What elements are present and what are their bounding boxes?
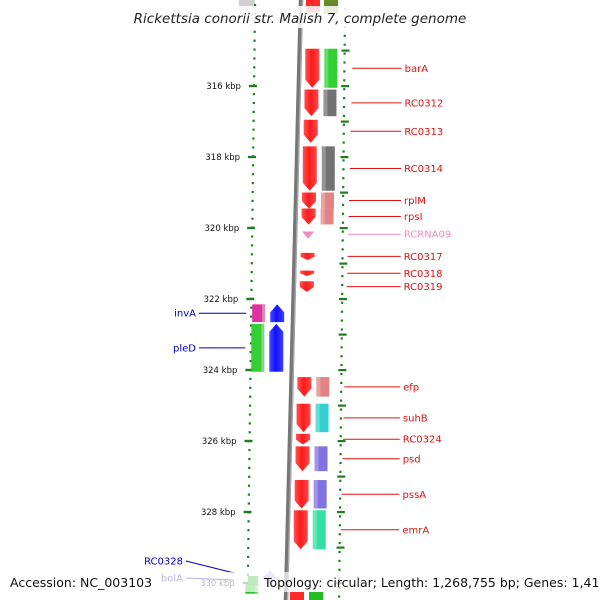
gene-label-rc0314[interactable]: RC0314 [404,164,443,175]
gene-label-pled[interactable]: pleD [173,343,196,354]
gene-label-rpsi[interactable]: rpsI [404,212,423,223]
cog-box [313,480,327,509]
gene-arrow [300,270,315,276]
gene-label-emra[interactable]: emrA [402,525,429,536]
kbp-tick-label: 316 kbp [206,82,241,92]
gene-suhb[interactable] [296,403,329,433]
accession-text: Accession: NC_003103 [10,575,152,590]
genome-backbone [283,0,304,600]
gene-arrow [300,252,315,260]
gene-arrow [269,323,284,372]
gene-arrow [301,208,316,225]
gene-rc0314[interactable] [302,146,335,191]
cog-box [320,192,334,209]
kbp-tick-324: 324 kbp [203,366,254,376]
bottom-edge-features [290,592,323,600]
gene-label-rc0324[interactable]: RC0324 [403,435,442,446]
gene-pled[interactable] [251,323,284,372]
kbp-tick-label: 320 kbp [205,224,240,234]
title-backdrop [128,6,472,28]
gene-arrow [304,89,319,117]
gene-label-pssa[interactable]: pssA [403,490,427,501]
gene-label-rcrna09[interactable]: RCRNA09 [404,230,451,241]
map-title: Rickettsia conorii str. Malish 7, comple… [134,11,467,27]
gene-labels: barA RC0312 RC0313 RC0314 rplM rpsI RCRNA09 RC0… [144,64,451,585]
cog-box [315,403,329,433]
gene-label-rc0318[interactable]: RC0318 [404,269,443,280]
gene-label-inva[interactable]: invA [174,309,196,320]
gene-rc0312[interactable] [304,89,337,117]
cog-box [314,446,328,472]
gene-label-rc0319[interactable]: RC0319 [404,282,443,293]
gene-label-suhb[interactable]: suhB [403,413,428,424]
gene-label-psd[interactable]: psd [403,454,421,465]
gene-arrow [294,480,309,509]
gene-rc0318[interactable] [300,270,315,276]
kbp-tick-label: 322 kbp [204,295,239,305]
gene-label-bara[interactable]: barA [405,64,429,75]
gene-rplm[interactable] [301,192,334,209]
kbp-tick-316: 316 kbp [206,82,257,92]
cog-box [323,89,337,117]
kbp-tick-label: 328 kbp [201,508,236,518]
kbp-tick-326: 326 kbp [202,437,253,447]
cog-box [321,146,335,191]
gene-rpsi[interactable] [301,208,334,225]
cog-box [251,323,265,372]
gene-rc0313[interactable] [303,119,318,143]
gene-efp[interactable] [297,377,330,397]
kbp-tick-label: 318 kbp [205,153,240,163]
cog-box [316,377,330,397]
gene-arrow [295,446,310,472]
gene-pssa[interactable] [294,480,327,509]
topology-text: Topology: circular; Length: 1,268,755 bp… [263,575,600,590]
gene-label-rc0328[interactable]: RC0328 [144,557,183,568]
gene-arrow [270,304,285,323]
gene-arrow [305,48,320,88]
gene-arrow [297,377,312,397]
gene-label-rc0313[interactable]: RC0313 [404,127,443,138]
footer-backdrop [0,572,600,592]
gene-arrow [296,403,311,433]
gene-rc0317[interactable] [300,252,315,260]
gene-psd[interactable] [295,446,328,472]
gene-label-rc0312[interactable]: RC0312 [404,98,443,109]
gene-arrow [301,192,316,209]
gene-arrow [303,119,318,143]
kbp-tick-320: 320 kbp [205,224,256,234]
cog-box [252,304,266,323]
gene-inva[interactable] [252,304,285,323]
kbp-tick-label: 324 kbp [203,366,238,376]
gene-label-rplm[interactable]: rplM [404,196,426,207]
cog-box [312,510,326,550]
gene-bara[interactable] [305,48,338,88]
kbp-tick-318: 318 kbp [205,153,257,163]
kbp-tick-322: 322 kbp [204,295,255,305]
cog-box [324,48,338,88]
gene-arrow [293,510,308,550]
gene-rcrna09[interactable] [302,231,315,239]
gene-label-rc0317[interactable]: RC0317 [404,252,443,263]
gene-arrow [296,433,311,445]
gene-arrow [302,146,317,191]
kbp-tick-label: 326 kbp [202,437,237,447]
kbp-tick-328: 328 kbp [201,508,252,518]
gene-rc0324[interactable] [296,433,311,445]
cog-box [320,208,334,225]
gene-emra[interactable] [293,510,326,550]
gene-arrow [299,281,314,292]
gene-label-efp[interactable]: efp [403,382,419,393]
gene-rc0319[interactable] [299,281,314,292]
